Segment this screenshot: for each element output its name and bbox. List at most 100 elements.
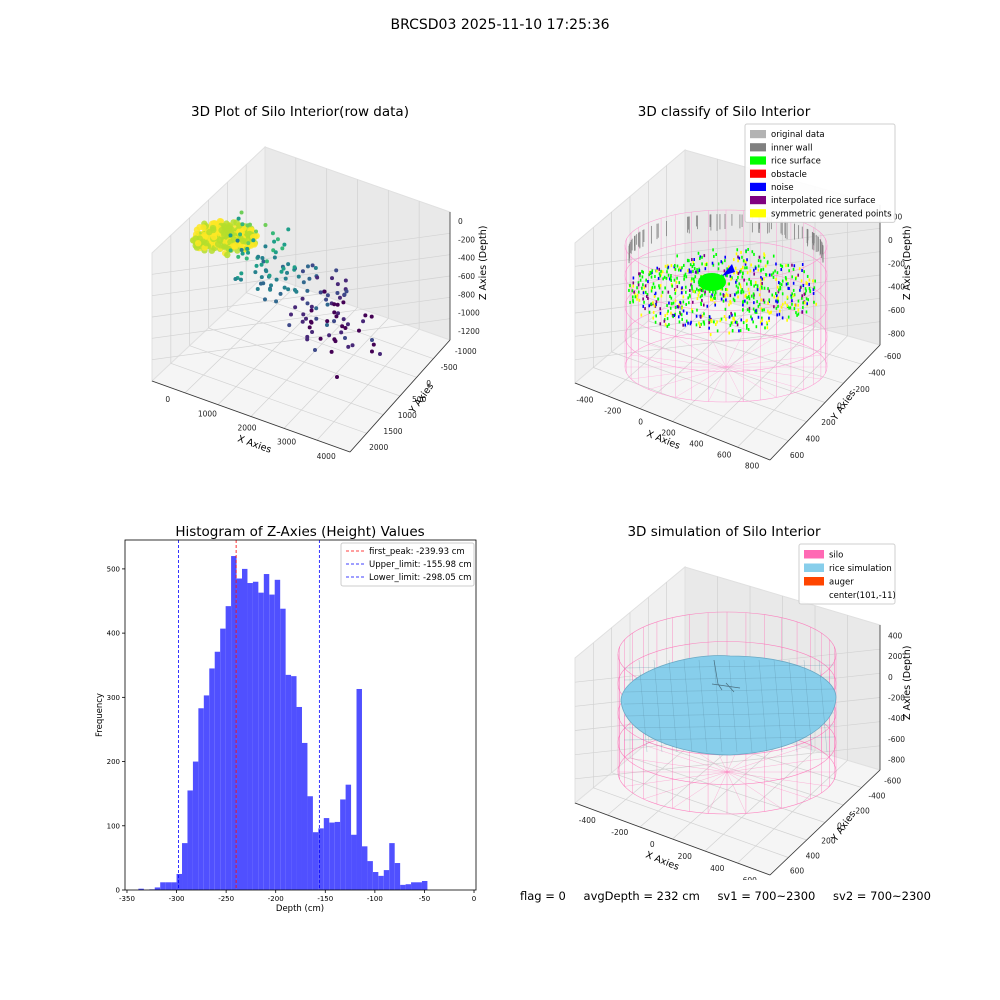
classified-point <box>742 300 744 304</box>
classified-point <box>700 322 702 326</box>
classified-point <box>701 298 703 302</box>
legend-swatch <box>750 196 766 205</box>
legend: silo rice simulation auger center(101,-11) <box>798 543 896 605</box>
data-point <box>292 288 297 293</box>
classified-point <box>655 314 657 318</box>
data-point <box>296 274 301 279</box>
classified-point <box>699 255 702 259</box>
data-point <box>264 259 269 264</box>
classified-point <box>669 277 671 281</box>
data-point <box>287 323 292 328</box>
classified-point <box>679 266 681 270</box>
classified-point <box>756 300 758 304</box>
pane-gridline <box>151 275 451 318</box>
histogram-bar <box>351 834 357 890</box>
y-tick-labels: 2000 1500 1000 500 0 -500 -1000 <box>369 347 477 452</box>
data-point <box>258 281 263 286</box>
classified-point <box>745 319 748 323</box>
classified-point <box>664 323 667 327</box>
legend-label: symmetric generated points <box>771 209 892 219</box>
tick-label: 600 <box>790 451 805 460</box>
data-point <box>255 286 260 291</box>
classified-point <box>724 307 727 311</box>
classified-point <box>721 287 724 291</box>
floor-gridline <box>611 351 807 422</box>
classified-point <box>734 320 737 324</box>
classified-point <box>759 287 761 291</box>
classified-point <box>760 284 763 288</box>
classified-point <box>776 300 779 304</box>
classified-point <box>753 284 755 288</box>
surface-mesh-line <box>698 659 708 753</box>
classified-point <box>737 286 739 290</box>
classified-point <box>702 289 704 293</box>
histogram-bar <box>372 872 379 890</box>
classified-point <box>757 304 760 308</box>
data-point <box>263 244 268 249</box>
classified-point <box>660 273 662 277</box>
classified-point <box>733 318 736 322</box>
data-point <box>245 223 250 228</box>
classified-point <box>677 305 680 309</box>
classified-point <box>737 295 739 299</box>
classified-point <box>727 282 729 286</box>
classified-point <box>775 306 778 310</box>
classified-point <box>768 311 771 315</box>
pane-gridline <box>151 318 451 361</box>
classified-point <box>766 261 769 265</box>
classified-point <box>682 309 685 313</box>
data-point <box>343 278 348 283</box>
classified-point <box>814 279 816 283</box>
tick-label: -200 <box>853 385 870 394</box>
classified-point <box>682 300 685 304</box>
surface-mesh-line <box>623 688 835 693</box>
classified-point <box>764 326 766 330</box>
classified-point <box>642 291 645 295</box>
classified-point <box>697 251 700 255</box>
classified-point <box>777 290 780 294</box>
classified-point <box>659 322 662 326</box>
classified-point <box>786 295 789 299</box>
classified-point <box>698 290 701 294</box>
classified-point <box>729 294 732 298</box>
classified-point <box>703 254 706 258</box>
classified-point <box>676 254 679 258</box>
classified-point <box>763 255 766 259</box>
histogram-bar <box>192 761 199 890</box>
classified-point <box>692 269 694 273</box>
silo-spoke <box>725 366 777 398</box>
silo-spoke <box>708 366 727 402</box>
classified-point <box>679 300 681 304</box>
classified-point <box>807 298 810 302</box>
silo-spoke <box>726 771 830 787</box>
classified-point <box>742 321 745 325</box>
legend-label: obstacle <box>771 170 807 180</box>
classified-point <box>670 264 673 268</box>
classified-point <box>720 317 723 321</box>
classified-point <box>749 269 752 273</box>
classified-point <box>801 296 803 300</box>
classified-point <box>739 329 742 333</box>
classified-point <box>771 293 774 297</box>
classified-point <box>748 297 751 301</box>
classified-point <box>746 266 748 270</box>
classified-point <box>654 320 657 324</box>
classified-point <box>726 267 728 271</box>
data-point <box>240 222 245 227</box>
classified-point <box>790 294 792 298</box>
legend-label: first_peak: -239.93 cm <box>369 547 465 557</box>
classified-point <box>640 313 643 317</box>
classified-point <box>791 302 793 306</box>
classified-point <box>801 263 804 267</box>
data-point <box>216 237 224 244</box>
classified-point <box>775 294 778 298</box>
classified-point <box>701 314 704 318</box>
tick-label: 4000 <box>317 452 336 460</box>
classified-point <box>752 292 755 296</box>
classified-point <box>725 317 727 321</box>
classified-point <box>801 294 803 298</box>
classified-point <box>711 293 713 297</box>
silo-spoke <box>725 366 804 390</box>
classified-point <box>786 318 788 322</box>
y-ticks: 0 100 200 300 400 500 <box>107 565 125 895</box>
